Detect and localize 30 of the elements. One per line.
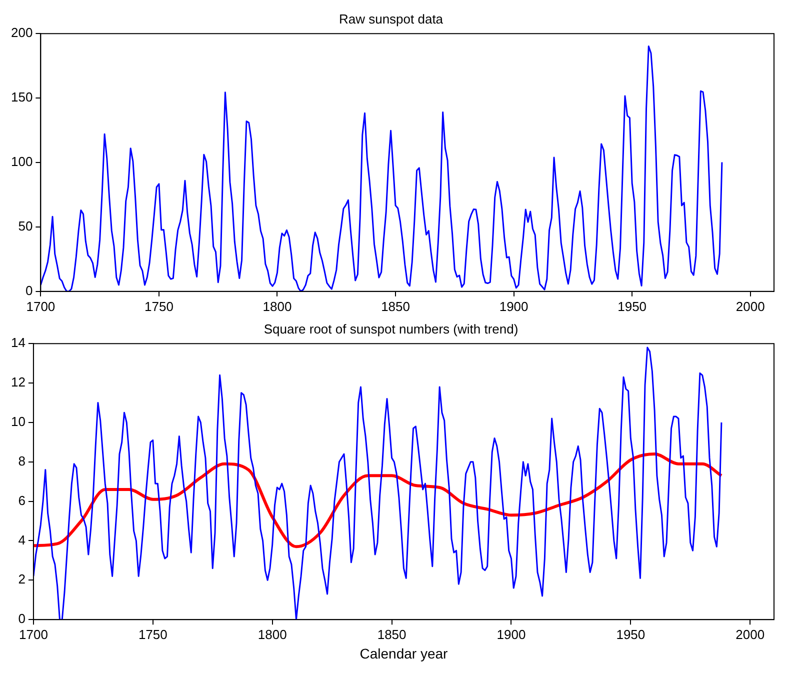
chart-title: Square root of sunspot numbers (with trend): [264, 321, 518, 336]
x-tick-label: 2000: [736, 626, 765, 642]
y-tick-label: 150: [10, 90, 33, 105]
y-tick-label: 10: [10, 414, 26, 430]
chart-title: Raw sunspot data: [338, 11, 444, 26]
x-tick-label: 1950: [618, 298, 647, 314]
y-tick-label: 0: [25, 282, 33, 298]
y-tick-label: 8: [18, 453, 26, 468]
y-tick-label: 6: [18, 492, 26, 508]
y-tick-label: 12: [10, 374, 26, 390]
x-tick-label: 1950: [616, 626, 646, 642]
x-tick-label: 1700: [19, 626, 48, 642]
y-tick-label: 0: [18, 611, 26, 626]
x-tick-label: 1850: [377, 626, 406, 642]
x-tick-label: 1700: [26, 298, 56, 314]
y-tick-label: 100: [10, 154, 33, 170]
x-tick-label: 1900: [496, 626, 526, 642]
x-tick-label: 2000: [736, 298, 765, 314]
y-tick-label: 2: [18, 572, 26, 587]
x-tick-label: 1800: [262, 298, 292, 314]
y-tick-label: 4: [18, 532, 26, 548]
y-tick-label: 50: [18, 218, 33, 234]
x-tick-label: 1800: [258, 626, 287, 642]
y-tick-label: 14: [10, 335, 26, 350]
x-tick-label: 1850: [381, 298, 410, 314]
x-axis-title: Calendar year: [360, 645, 448, 662]
x-tick-label: 1750: [138, 626, 168, 642]
y-tick-label: 200: [10, 25, 33, 40]
x-tick-label: 1750: [144, 298, 174, 314]
x-tick-label: 1900: [499, 298, 528, 314]
